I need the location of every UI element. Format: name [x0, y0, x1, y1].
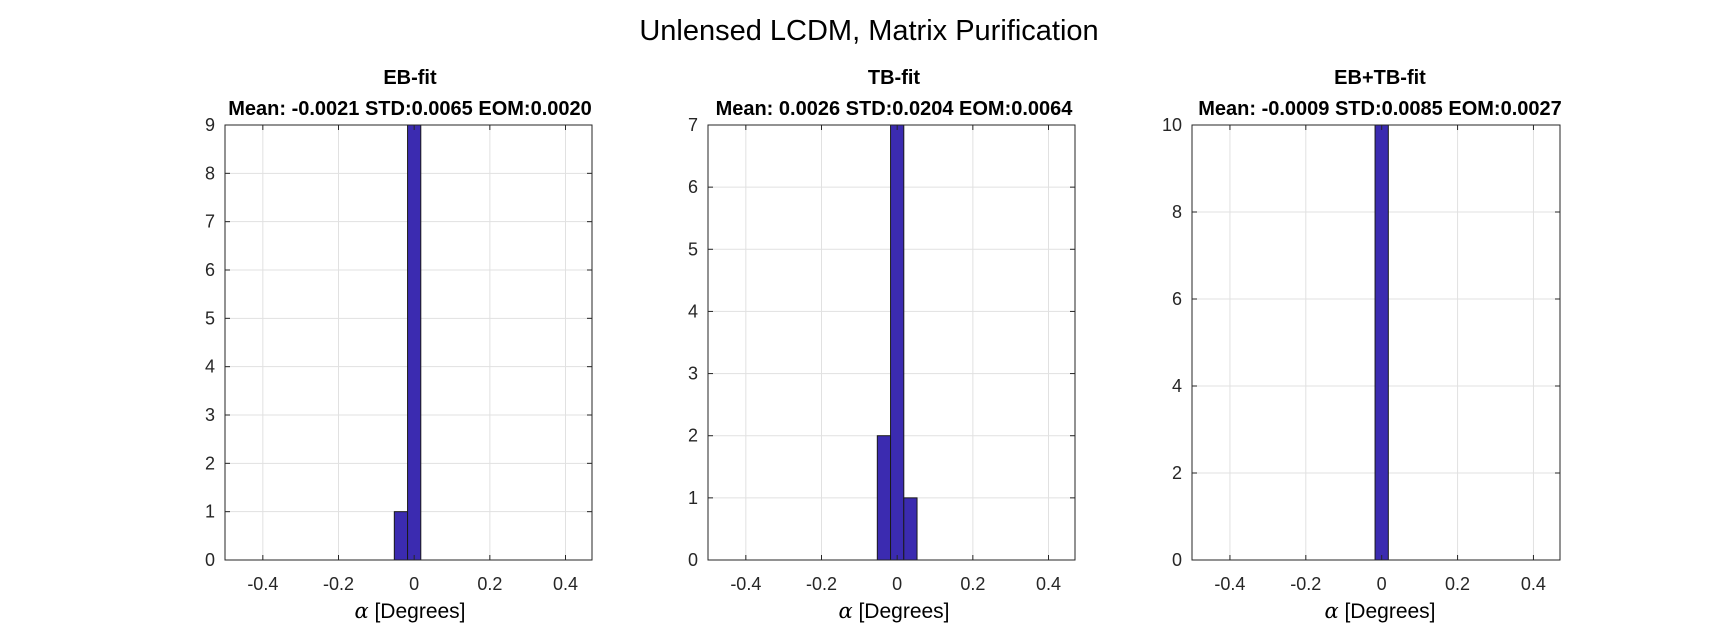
histogram-bar [890, 124, 905, 561]
x-tick-label: 0.4 [1521, 574, 1546, 594]
axes-box [224, 124, 593, 561]
y-tick-label: 4 [205, 357, 215, 377]
y-tick-label: 0 [688, 550, 698, 570]
histogram-bar [1374, 124, 1389, 561]
panel-subtitle: Mean: 0.0026 STD:0.0204 EOM:0.0064 [716, 98, 1074, 120]
y-tick-label: 0 [1172, 550, 1182, 570]
x-tick-label: 0.2 [477, 574, 502, 594]
panel-title: TB-fit [868, 67, 921, 89]
y-tick-label: 1 [205, 502, 215, 522]
x-axis-label-text: [Degrees] [853, 600, 950, 623]
x-tick-label: -0.4 [730, 574, 761, 594]
panel-eb-tb-fit: EB+TB-fit Mean: -0.0009 STD:0.0085 EOM:0… [1162, 67, 1562, 623]
y-tick-label: 4 [1172, 376, 1182, 396]
x-tick-label: 0 [409, 574, 419, 594]
alpha-symbol: α [354, 599, 368, 623]
panel-title: EB-fit [383, 67, 437, 89]
y-tick-label: 5 [688, 239, 698, 259]
x-tick-label: 0 [892, 574, 902, 594]
x-tick-labels: -0.4 -0.2 0 0.2 0.4 [247, 574, 578, 594]
y-tick-labels: 0 1 2 3 4 5 6 7 [688, 115, 698, 570]
y-tick-label: 3 [688, 364, 698, 384]
histogram-bars [876, 124, 918, 561]
y-tick-label: 10 [1162, 115, 1182, 135]
x-axis-label: α [Degrees] [1324, 599, 1435, 623]
y-tick-label: 9 [205, 115, 215, 135]
panel-subtitle: Mean: -0.0021 STD:0.0065 EOM:0.0020 [228, 98, 592, 120]
axes-box [1191, 124, 1561, 561]
y-tick-label: 5 [205, 308, 215, 328]
y-tick-label: 4 [688, 301, 698, 321]
x-tick-label: -0.2 [806, 574, 837, 594]
alpha-symbol: α [838, 599, 852, 623]
axis-ticks [708, 124, 1075, 561]
x-axis-label: α [Degrees] [838, 599, 949, 623]
x-tick-label: 0.2 [1445, 574, 1470, 594]
x-tick-labels: -0.4 -0.2 0 0.2 0.4 [730, 574, 1061, 594]
x-axis-label-text: [Degrees] [369, 600, 466, 623]
histogram-bar [393, 511, 409, 561]
panel-tb-fit: TB-fit Mean: 0.0026 STD:0.0204 EOM:0.006… [688, 67, 1076, 623]
histogram-bars [393, 124, 422, 561]
x-tick-label: 0.4 [1036, 574, 1061, 594]
histogram-bar [407, 124, 422, 561]
panel-title: EB+TB-fit [1334, 67, 1426, 89]
y-tick-label: 7 [205, 212, 215, 232]
y-tick-labels: 0 2 4 6 8 10 [1162, 115, 1182, 570]
axes-box [707, 124, 1076, 561]
x-axis-label-text: [Degrees] [1339, 600, 1436, 623]
x-tick-label: 0.4 [553, 574, 578, 594]
y-tick-label: 0 [205, 550, 215, 570]
x-tick-label: -0.4 [1214, 574, 1245, 594]
histogram-bar [876, 435, 892, 561]
y-tick-label: 1 [688, 488, 698, 508]
alpha-symbol: α [1324, 599, 1338, 623]
panel-eb-fit: EB-fit Mean: -0.0021 STD:0.0065 EOM:0.00… [205, 67, 593, 623]
y-tick-label: 8 [1172, 202, 1182, 222]
x-tick-label: 0.2 [960, 574, 985, 594]
y-tick-label: 6 [688, 177, 698, 197]
y-tick-label: 8 [205, 163, 215, 183]
axis-ticks [225, 124, 592, 561]
panel-subtitle: Mean: -0.0009 STD:0.0085 EOM:0.0027 [1198, 98, 1562, 120]
x-tick-label: -0.2 [1290, 574, 1321, 594]
y-tick-label: 3 [205, 405, 215, 425]
y-tick-labels: 0 1 2 3 4 5 6 7 8 9 [205, 115, 215, 570]
y-tick-label: 6 [1172, 289, 1182, 309]
y-tick-label: 2 [205, 453, 215, 473]
y-tick-label: 7 [688, 115, 698, 135]
y-tick-label: 2 [1172, 463, 1182, 483]
x-tick-label: 0 [1377, 574, 1387, 594]
axis-ticks [1192, 124, 1560, 561]
y-tick-label: 2 [688, 426, 698, 446]
figure-suptitle: Unlensed LCDM, Matrix Purification [639, 15, 1098, 47]
histogram-bars [1374, 124, 1389, 561]
histogram-bar [903, 497, 918, 561]
x-tick-label: -0.4 [247, 574, 278, 594]
x-tick-labels: -0.4 -0.2 0 0.2 0.4 [1214, 574, 1546, 594]
x-axis-label: α [Degrees] [354, 599, 465, 623]
y-tick-label: 6 [205, 260, 215, 280]
x-tick-label: -0.2 [323, 574, 354, 594]
